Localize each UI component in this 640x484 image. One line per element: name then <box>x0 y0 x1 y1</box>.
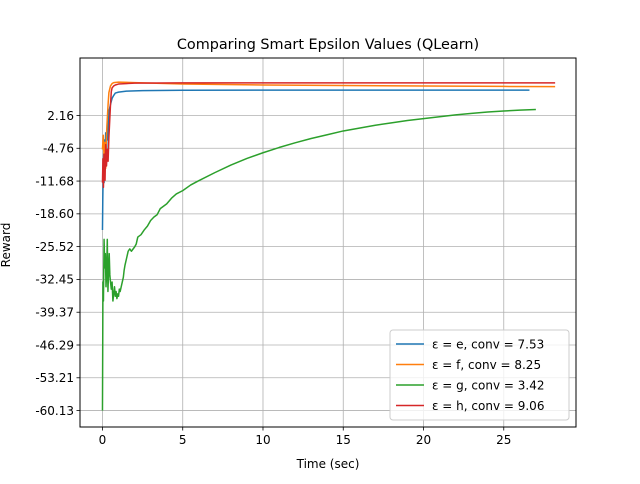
y-tick-label: -11.68 <box>35 174 74 188</box>
x-axis-ticks: 0 5 10 15 20 25 <box>99 427 511 447</box>
legend-label-3: ε = g, conv = 3.42 <box>432 378 544 392</box>
y-tick-label: -53.21 <box>35 371 74 385</box>
x-tick-label: 20 <box>416 433 431 447</box>
legend-label-2: ε = f, conv = 8.25 <box>432 358 541 372</box>
x-tick-label: 0 <box>99 433 107 447</box>
y-tick-label: -25.52 <box>35 240 74 254</box>
legend-box <box>389 329 570 421</box>
x-tick-label: 5 <box>179 433 187 447</box>
y-tick-label: -46.29 <box>35 338 74 352</box>
x-axis-label: Time (sec) <box>296 457 360 471</box>
y-tick-label: -32.45 <box>35 273 74 287</box>
chart-title: Comparing Smart Epsilon Values (QLearn) <box>177 37 479 53</box>
x-tick-label: 25 <box>496 433 511 447</box>
legend-entries: ε = e, conv = 7.53 ε = f, conv = 8.25 ε = … <box>396 337 544 413</box>
y-tick-label: -39.37 <box>35 306 74 320</box>
y-axis-label: Reward <box>0 223 13 268</box>
y-tick-label: -60.13 <box>35 404 74 418</box>
legend: ε = e, conv = 7.53 ε = f, conv = 8.25 ε = … <box>389 329 570 421</box>
series-lines <box>101 81 556 411</box>
y-tick-label: -18.60 <box>35 207 74 221</box>
x-tick-label: 10 <box>255 433 270 447</box>
legend-label-1: ε = e, conv = 7.53 <box>432 337 544 351</box>
series-line-3 <box>101 108 536 411</box>
x-tick-label: 15 <box>336 433 351 447</box>
y-axis-ticks: -60.13 -53.21 -46.29 -39.37 -32.45 -25.52 -18.… <box>35 109 80 418</box>
y-tick-label: -4.76 <box>43 142 74 156</box>
plot-frame <box>79 57 577 428</box>
series-line-4 <box>101 82 556 189</box>
legend-label-4: ε = h, conv = 9.06 <box>432 399 544 413</box>
y-tick-label: 2.16 <box>47 109 74 123</box>
